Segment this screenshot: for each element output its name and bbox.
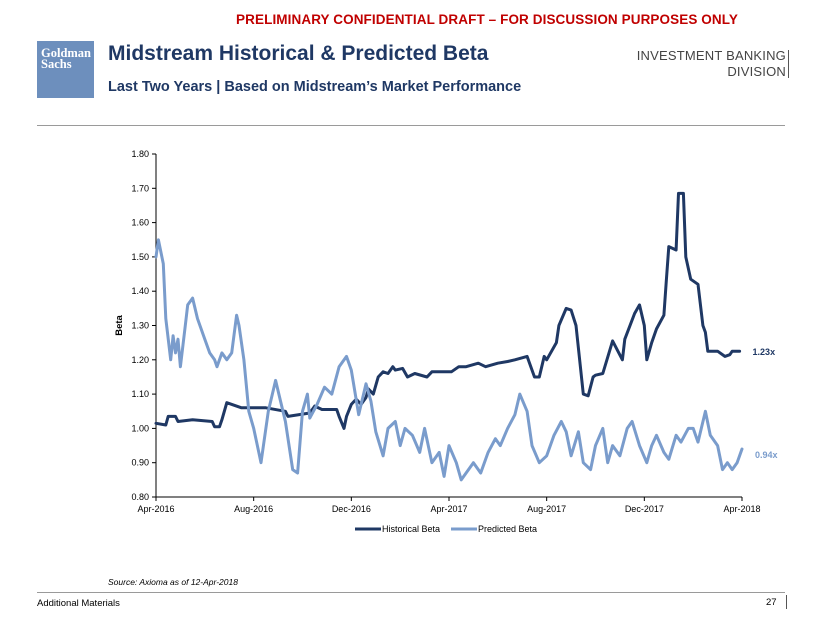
series-line-predicted-beta — [154, 238, 744, 482]
y-axis-title: Beta — [114, 314, 125, 335]
division-line-2: DIVISION — [727, 64, 786, 79]
logo-line-1: Goldman — [41, 46, 92, 60]
x-tick-label: Dec-2017 — [625, 504, 664, 514]
x-tick-label: Apr-2017 — [430, 504, 467, 514]
legend-label-predicted-beta: Predicted Beta — [478, 524, 537, 534]
confidential-banner: PRELIMINARY CONFIDENTIAL DRAFT – FOR DIS… — [236, 12, 738, 27]
page-number-divider — [786, 595, 787, 609]
end-label-historical-beta: 1.23x — [753, 347, 776, 357]
page-subtitle: Last Two Years | Based on Midstream’s Ma… — [108, 79, 522, 95]
x-tick-label: Dec-2016 — [332, 504, 371, 514]
x-tick-label: Apr-2016 — [137, 504, 174, 514]
y-tick-label: 1.00 — [131, 423, 149, 433]
page-title: Midstream Historical & Predicted Beta — [108, 42, 489, 65]
y-tick-label: 1.80 — [131, 149, 149, 159]
x-tick-label: Aug-2017 — [527, 504, 566, 514]
y-tick-label: 1.10 — [131, 389, 149, 399]
division-divider — [788, 50, 789, 78]
y-tick-label: 1.30 — [131, 321, 149, 331]
y-tick-label: 0.80 — [131, 492, 149, 502]
legend-label-historical-beta: Historical Beta — [382, 524, 440, 534]
series-line-historical-beta — [154, 191, 742, 430]
x-tick-label: Aug-2016 — [234, 504, 273, 514]
logo-line-2: Sachs — [41, 57, 72, 71]
header-rule — [37, 125, 785, 126]
page-number: 27 — [766, 597, 777, 608]
y-tick-label: 1.20 — [131, 355, 149, 365]
end-label-predicted-beta: 0.94x — [755, 450, 778, 460]
y-tick-label: 1.50 — [131, 252, 149, 262]
division-line-1: INVESTMENT BANKING — [636, 48, 786, 63]
x-tick-label: Apr-2018 — [723, 504, 760, 514]
footer-rule — [37, 592, 785, 593]
y-tick-label: 1.40 — [131, 286, 149, 296]
y-tick-label: 1.60 — [131, 218, 149, 228]
goldman-sachs-logo: Goldman Sachs — [37, 41, 94, 98]
division-label: INVESTMENT BANKING DIVISION — [637, 48, 786, 80]
y-tick-label: 0.90 — [131, 458, 149, 468]
y-tick-label: 1.70 — [131, 183, 149, 193]
footer-label: Additional Materials — [37, 598, 120, 609]
source-note: Source: Axioma as of 12-Apr-2018 — [108, 577, 238, 587]
